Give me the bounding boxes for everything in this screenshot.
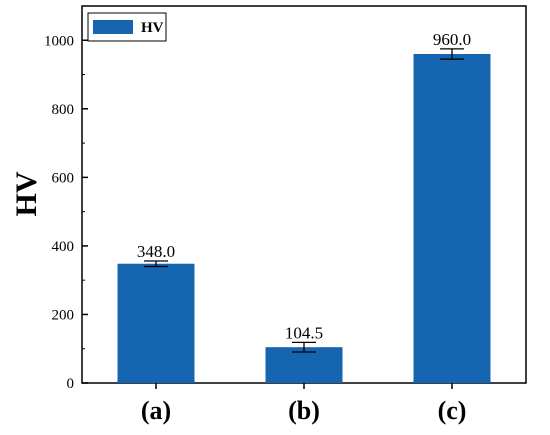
x-tick-label: (c) [438, 396, 467, 425]
bar [117, 263, 195, 383]
legend: HV [87, 12, 167, 42]
y-tick-label: 600 [52, 170, 75, 186]
x-tick-label: (b) [288, 396, 320, 425]
bar [265, 347, 343, 383]
y-tick-label: 0 [67, 376, 75, 392]
data-label: 104.5 [285, 323, 323, 342]
y-tick-label: 1000 [44, 33, 74, 49]
legend-swatch [93, 20, 133, 34]
legend-label: HV [141, 20, 164, 36]
x-tick-label: (a) [141, 396, 171, 425]
y-tick-label: 800 [52, 102, 75, 118]
y-axis-title: HV [10, 171, 43, 216]
data-label: 960.0 [433, 30, 471, 49]
y-axis: 0 200 400 600 800 1000 [44, 33, 88, 392]
bars: 348.0 104.5 960.0 [117, 30, 491, 384]
x-axis: (a) (b) (c) [141, 383, 467, 425]
bar [413, 53, 491, 384]
data-label: 348.0 [137, 242, 175, 261]
y-tick-label: 200 [52, 307, 75, 323]
y-tick-label: 400 [52, 239, 75, 255]
